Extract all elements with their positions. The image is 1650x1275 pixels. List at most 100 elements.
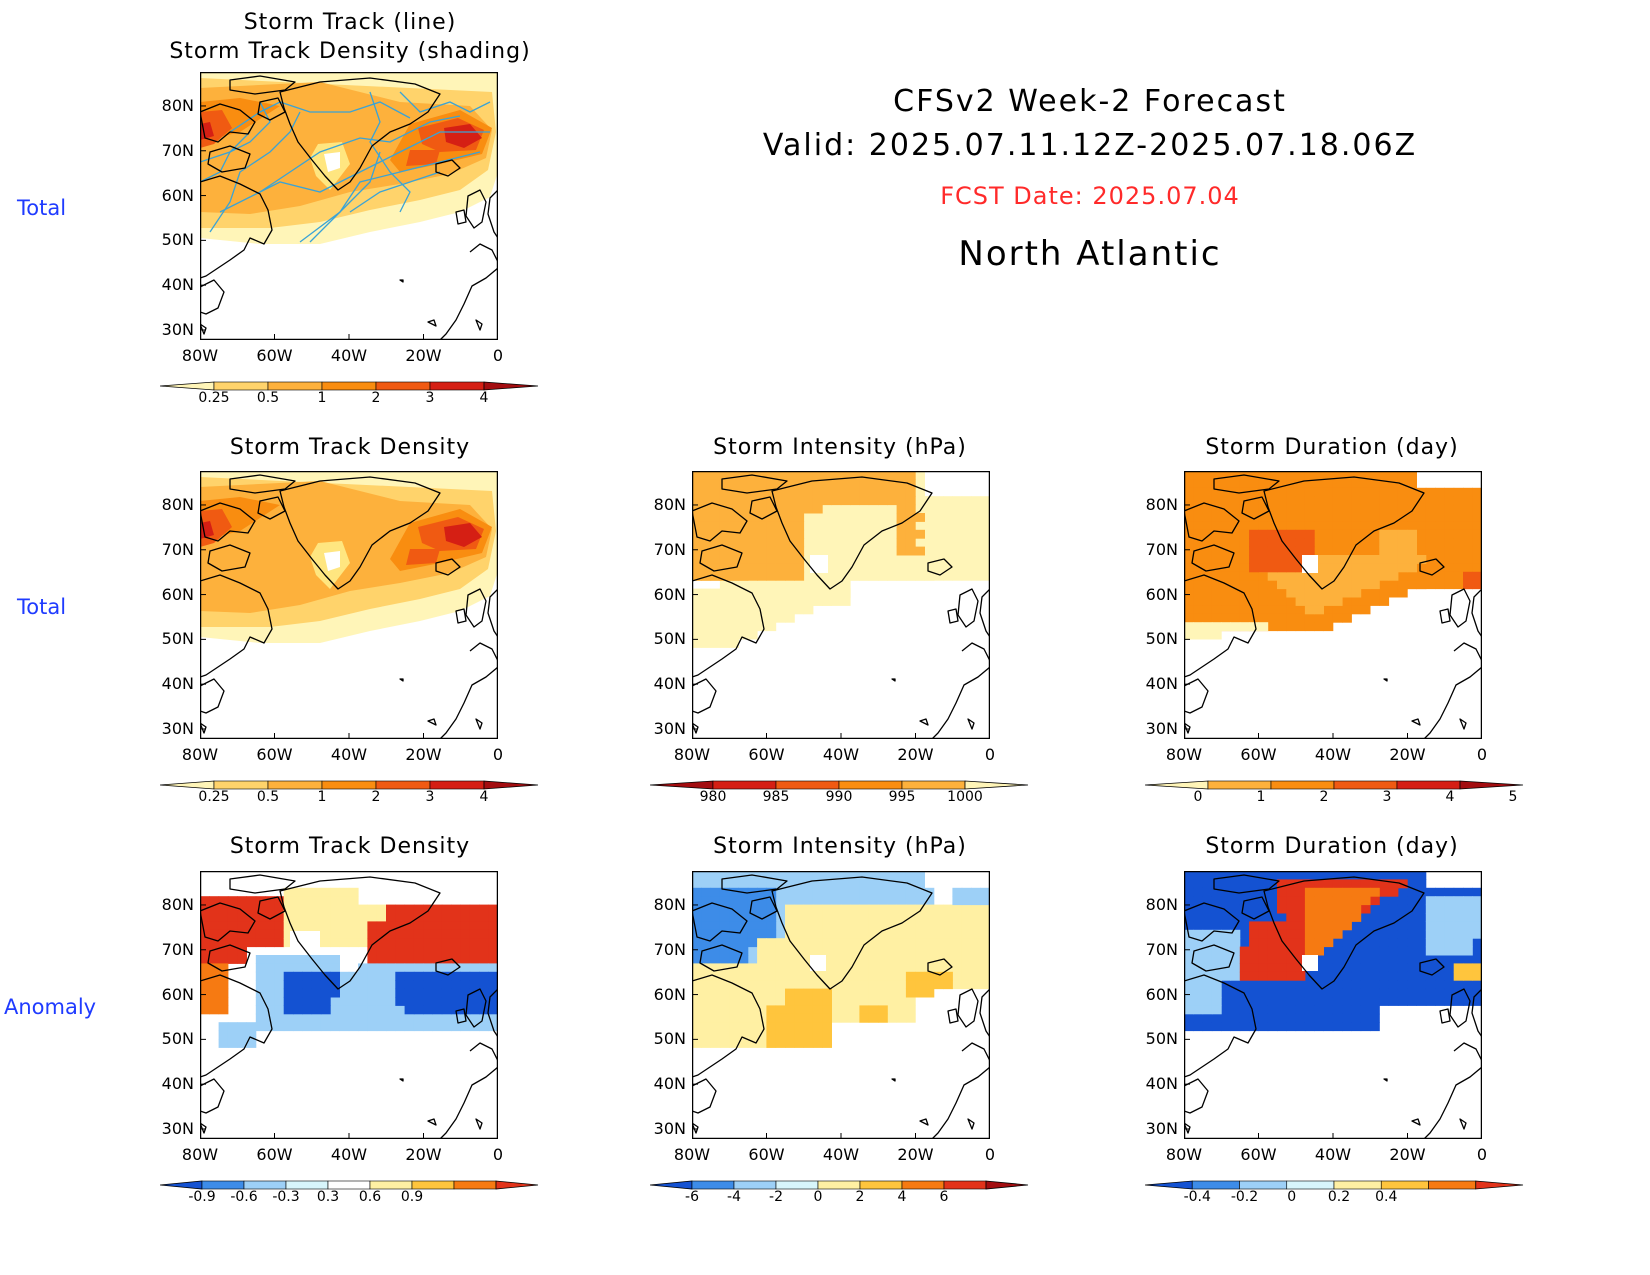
grid-cell — [413, 997, 424, 1006]
grid-cell — [766, 588, 777, 598]
grid-cell — [738, 971, 749, 981]
grid-cell — [719, 963, 730, 973]
grid-cell — [469, 946, 480, 956]
grid-cell — [1277, 913, 1287, 922]
grid-cell — [367, 988, 378, 998]
grid-cell — [1221, 913, 1231, 922]
grid-cell — [729, 555, 739, 564]
grid-cell — [980, 971, 990, 981]
grid-cell — [1463, 980, 1473, 990]
grid-cell — [868, 963, 879, 973]
grid-cell — [1342, 555, 1352, 564]
grid-cell — [859, 471, 870, 480]
panel-title-track-shading: Storm Track Density (shading) — [169, 39, 531, 64]
grid-cell — [785, 896, 795, 906]
grid-cell — [850, 963, 860, 973]
grid-cell — [376, 971, 387, 981]
grid-cell — [785, 571, 795, 581]
grid-cell — [840, 997, 851, 1006]
colorbar-segment — [267, 780, 323, 790]
grid-cell — [1360, 955, 1371, 964]
grid-cell — [1332, 487, 1343, 497]
grid-cell — [961, 904, 972, 914]
grid-cell — [766, 521, 777, 531]
grid-cell — [794, 546, 805, 556]
grid-cell — [1184, 879, 1194, 889]
colorbar-label: 2 — [1320, 789, 1329, 805]
grid-cell — [831, 546, 842, 556]
grid-cell — [1295, 513, 1306, 522]
grid-cell — [878, 946, 888, 956]
grid-cell — [952, 980, 963, 990]
grid-cell — [785, 913, 795, 922]
grid-cell — [469, 904, 480, 914]
grid-cell — [441, 980, 452, 990]
grid-cell — [1407, 529, 1417, 539]
grid-cell — [747, 938, 758, 948]
missing-cell — [810, 955, 826, 971]
grid-cell — [274, 997, 285, 1006]
grid-cell — [451, 904, 461, 914]
grid-cell — [209, 997, 220, 1006]
grid-cell — [330, 971, 340, 981]
grid-cell — [1193, 946, 1204, 956]
grid-cell — [209, 1005, 220, 1015]
lon-tick-label: 20W — [405, 745, 442, 764]
grid-cell — [1425, 955, 1436, 964]
grid-cell — [441, 1013, 452, 1023]
grid-cell — [887, 513, 898, 522]
grid-cell — [803, 971, 814, 981]
grid-cell — [1304, 546, 1315, 556]
grid-cell — [1277, 963, 1287, 973]
grid-cell — [831, 563, 842, 573]
grid-cell — [905, 980, 916, 990]
grid-cell — [785, 904, 795, 914]
grid-cell — [794, 913, 805, 922]
grid-cell — [924, 904, 935, 914]
grid-cell — [1463, 913, 1473, 922]
grid-cell — [719, 538, 730, 548]
grid-cell — [1407, 921, 1417, 931]
grid-cell — [1397, 487, 1408, 497]
grid-cell — [1388, 971, 1399, 981]
grid-cell — [692, 938, 702, 948]
grid-cell — [311, 913, 322, 922]
grid-cell — [1295, 496, 1306, 506]
greenland-core — [324, 551, 340, 571]
grid-cell — [376, 997, 387, 1006]
grid-cell — [404, 955, 415, 964]
grid-cell — [246, 904, 257, 914]
grid-cell — [961, 896, 972, 906]
grid-cell — [1239, 555, 1250, 564]
lat-tick-label: 30N — [161, 718, 194, 738]
grid-cell — [1379, 504, 1390, 514]
grid-cell — [971, 896, 981, 906]
grid-cell — [868, 913, 879, 922]
grid-cell — [822, 887, 832, 897]
grid-cell — [1370, 963, 1380, 973]
grid-cell — [859, 571, 870, 581]
grid-cell — [1323, 479, 1334, 489]
grid-cell — [794, 929, 805, 939]
grid-cell — [302, 955, 313, 964]
grid-cell — [896, 980, 907, 990]
lat-tick-label: 70N — [161, 140, 194, 160]
grid-cell — [395, 1005, 406, 1015]
grid-cell — [766, 980, 777, 990]
grid-cell — [367, 913, 378, 922]
grid-cell — [822, 479, 832, 489]
grid-cell — [803, 946, 814, 956]
grid-cell — [1202, 471, 1213, 480]
grid-cell — [887, 929, 898, 939]
grid-cell — [738, 588, 749, 598]
grid-cell — [766, 887, 777, 897]
grid-cell — [1370, 588, 1380, 598]
grid-cell — [812, 588, 823, 598]
lat-tick-label: 70N — [653, 939, 686, 959]
grid-cell — [1397, 471, 1408, 480]
grid-cell — [840, 887, 851, 897]
grid-cell — [1286, 904, 1297, 914]
grid-cell — [729, 588, 739, 598]
grid-cell — [747, 980, 758, 990]
grid-cell — [1211, 597, 1222, 606]
